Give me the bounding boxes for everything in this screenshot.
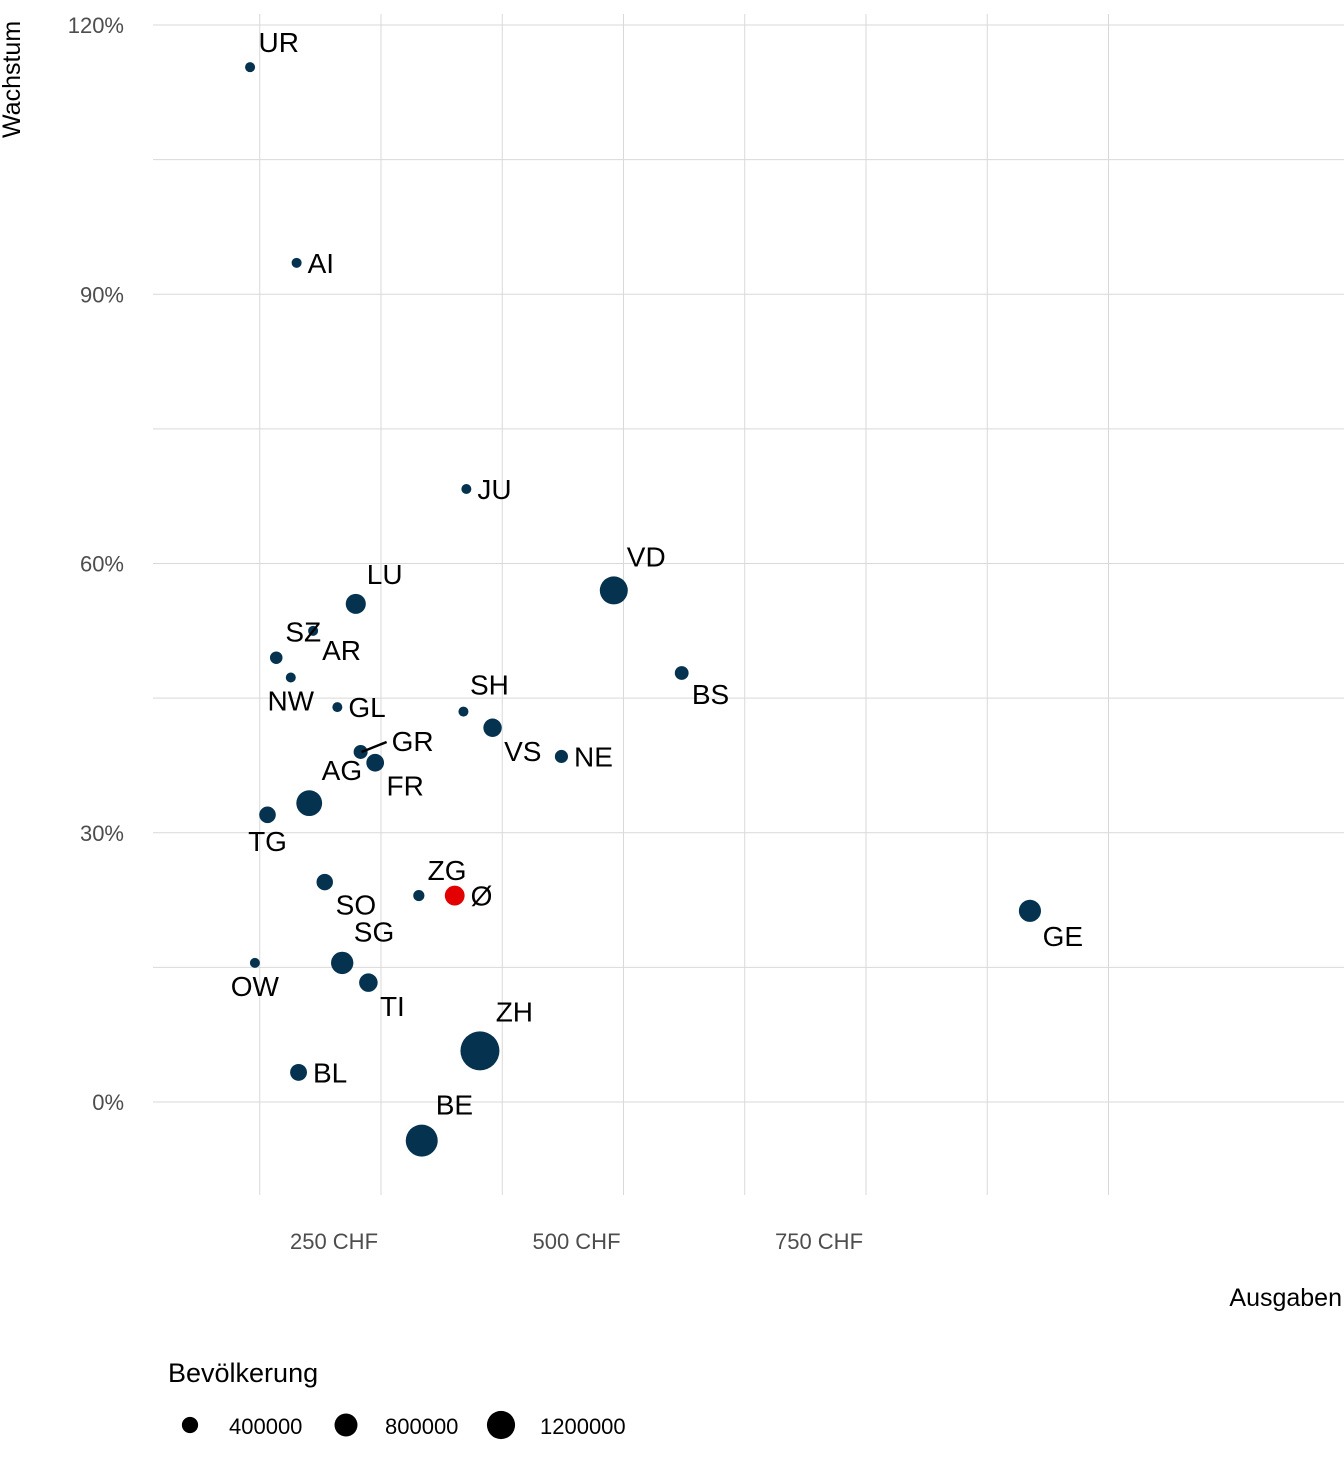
legend-label: 1200000 bbox=[540, 1414, 626, 1439]
point-label: JU bbox=[477, 474, 511, 505]
point-bl bbox=[290, 1063, 307, 1081]
average-point bbox=[444, 885, 465, 906]
point-fr bbox=[366, 753, 385, 772]
point-label: NW bbox=[267, 685, 314, 716]
x-tick-label: 250 CHF bbox=[290, 1229, 378, 1254]
point-label: TG bbox=[248, 826, 287, 857]
point-label: AI bbox=[308, 248, 334, 279]
point-label: VS bbox=[504, 736, 541, 767]
point-label: TI bbox=[380, 991, 405, 1022]
point-tg bbox=[259, 806, 276, 824]
point-label: GL bbox=[348, 692, 385, 723]
legend-key-circle bbox=[486, 1410, 516, 1440]
label-leader-line bbox=[361, 740, 388, 754]
legend-key-circle bbox=[181, 1416, 199, 1434]
point-ur bbox=[245, 62, 256, 73]
point-label: AG bbox=[322, 755, 362, 786]
point-label: Ø bbox=[471, 881, 493, 912]
point-label: LU bbox=[367, 559, 403, 590]
grid bbox=[153, 14, 1344, 1195]
point-gl bbox=[332, 702, 343, 713]
point-label: ZG bbox=[428, 855, 467, 886]
legend-title: Bevölkerung bbox=[168, 1358, 318, 1388]
point-zg bbox=[413, 889, 425, 902]
axis-ticks: 250 CHF 500 CHF 750 CHF 0% 30% 60% 90% 120% bbox=[68, 13, 863, 1254]
point-label: VD bbox=[627, 541, 666, 572]
point-sz bbox=[269, 651, 283, 665]
y-tick-label: 120% bbox=[68, 13, 124, 38]
point-vs bbox=[483, 718, 502, 737]
point-ge bbox=[1018, 899, 1042, 922]
point-label: BS bbox=[692, 679, 729, 710]
y-tick-label: 0% bbox=[92, 1090, 124, 1115]
point-ar bbox=[308, 625, 319, 636]
point-label: GR bbox=[392, 726, 434, 757]
point-ti bbox=[359, 973, 378, 992]
y-axis-title: Wachstum bbox=[0, 21, 26, 138]
point-label: NE bbox=[574, 741, 613, 772]
point-label: SZ bbox=[285, 616, 321, 647]
point-gr bbox=[353, 744, 368, 759]
point-label: SH bbox=[470, 670, 509, 701]
point-ow bbox=[249, 957, 260, 968]
point-zh bbox=[460, 1031, 500, 1071]
point-label: SG bbox=[354, 917, 394, 948]
x-tick-label: 500 CHF bbox=[532, 1229, 620, 1254]
point-label: BE bbox=[436, 1090, 473, 1121]
point-label: UR bbox=[259, 27, 299, 58]
point-label: FR bbox=[386, 771, 423, 802]
y-tick-label: 90% bbox=[80, 282, 124, 307]
point-label: ZH bbox=[496, 996, 533, 1027]
point-be bbox=[405, 1124, 438, 1157]
point-ag bbox=[296, 790, 323, 817]
point-ne bbox=[554, 749, 568, 764]
point-label: BL bbox=[313, 1057, 347, 1088]
point-bs bbox=[674, 666, 689, 680]
point-nw bbox=[285, 672, 296, 683]
point-vd bbox=[599, 576, 628, 605]
point-ai bbox=[291, 257, 302, 268]
legend-label: 400000 bbox=[229, 1414, 302, 1439]
point-sh bbox=[458, 706, 469, 717]
point-sg bbox=[331, 951, 354, 975]
y-tick-label: 30% bbox=[80, 821, 124, 846]
size-legend: Bevölkerung 400000 800000 1200000 bbox=[168, 1358, 626, 1440]
point-label: AR bbox=[322, 635, 361, 666]
x-tick-label: 750 CHF bbox=[775, 1229, 863, 1254]
point-label: GE bbox=[1043, 921, 1083, 952]
point-label: OW bbox=[231, 971, 280, 1002]
x-axis-title: Ausgaben bbox=[1229, 1284, 1342, 1312]
y-tick-label: 60% bbox=[80, 552, 124, 577]
legend-key-circle bbox=[334, 1413, 358, 1437]
legend-label: 800000 bbox=[385, 1414, 458, 1439]
point-lu bbox=[345, 593, 366, 614]
data-points bbox=[245, 62, 1042, 1157]
point-so bbox=[316, 873, 333, 891]
point-label: SO bbox=[336, 889, 376, 920]
point-ju bbox=[461, 484, 472, 495]
